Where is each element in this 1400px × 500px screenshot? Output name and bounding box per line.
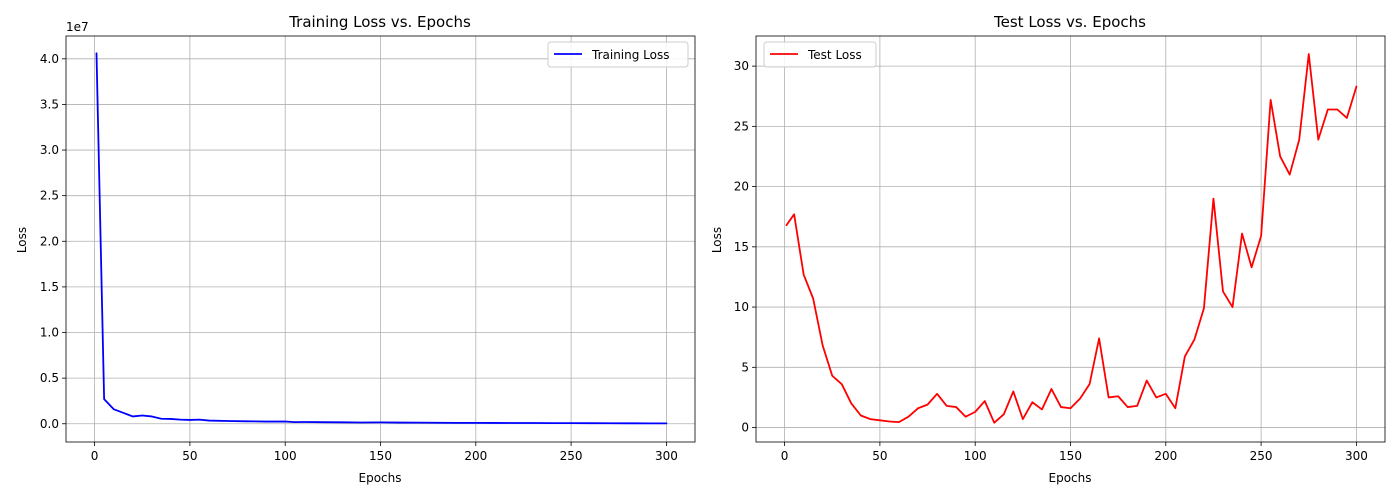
ticks: 0 50 100 150 200 250 300 0.0 0.5 1.0 1.5 2.0 2.5 3.0 3… (40, 52, 678, 463)
x-tick-label: 0 (91, 449, 99, 463)
y-tick-label: 15 (734, 240, 749, 254)
x-tick-label: 200 (464, 449, 487, 463)
y-scale-label: 1e7 (66, 20, 89, 34)
chart-title: Training Loss vs. Epochs (288, 13, 471, 31)
y-tick-label: 2.5 (40, 189, 59, 203)
x-axis-label: Epochs (359, 471, 402, 485)
y-tick-label: 3.5 (40, 97, 59, 111)
y-tick-label: 20 (734, 180, 749, 194)
y-axis-label: Loss (710, 227, 724, 253)
x-tick-label: 50 (872, 449, 887, 463)
x-tick-label: 100 (274, 449, 297, 463)
y-tick-label: 1.0 (40, 326, 59, 340)
y-tick-label: 25 (734, 119, 749, 133)
plot-area (755, 35, 1386, 443)
series-line (785, 53, 1358, 424)
y-tick-label: 1.5 (40, 280, 59, 294)
legend-label: Test Loss (807, 48, 862, 62)
y-tick-label: 2.0 (40, 234, 59, 248)
series-layer (95, 52, 668, 425)
legend-box (763, 41, 877, 68)
x-tick-label: 300 (1345, 449, 1368, 463)
test-loss-chart: Test Loss vs. Epochs Epochs Loss 0 50 100 1… (710, 13, 1386, 485)
grid (756, 36, 1385, 442)
y-tick-label: 4.0 (40, 52, 59, 66)
ticks: 0 50 100 150 200 250 300 0 5 10 15 20 25 30 (734, 59, 1368, 463)
y-tick-label: 3.0 (40, 143, 59, 157)
x-tick-label: 100 (964, 449, 987, 463)
y-tick-label: 10 (734, 300, 749, 314)
legend-box (547, 41, 689, 68)
legend-label: Training Loss (591, 48, 669, 62)
y-tick-label: 30 (734, 59, 749, 73)
legend: Training Loss (547, 41, 689, 68)
x-tick-label: 300 (655, 449, 678, 463)
x-tick-label: 250 (1250, 449, 1273, 463)
series-layer (785, 53, 1358, 424)
chart-title: Test Loss vs. Epochs (993, 13, 1146, 31)
y-tick-label: 0.5 (40, 371, 59, 385)
x-axis-label: Epochs (1049, 471, 1092, 485)
y-tick-label: 5 (741, 360, 749, 374)
plot-area (65, 35, 696, 443)
series-line (95, 52, 668, 425)
grid (66, 36, 695, 442)
y-tick-label: 0.0 (40, 417, 59, 431)
legend: Test Loss (763, 41, 877, 68)
training-loss-chart: Training Loss vs. Epochs Epochs Loss 1e7… (15, 13, 696, 485)
x-tick-label: 50 (182, 449, 197, 463)
y-tick-label: 0 (741, 421, 749, 435)
x-tick-label: 0 (781, 449, 789, 463)
y-axis-label: Loss (15, 227, 29, 253)
x-tick-label: 150 (369, 449, 392, 463)
x-tick-label: 150 (1059, 449, 1082, 463)
x-tick-label: 250 (560, 449, 583, 463)
x-tick-label: 200 (1154, 449, 1177, 463)
